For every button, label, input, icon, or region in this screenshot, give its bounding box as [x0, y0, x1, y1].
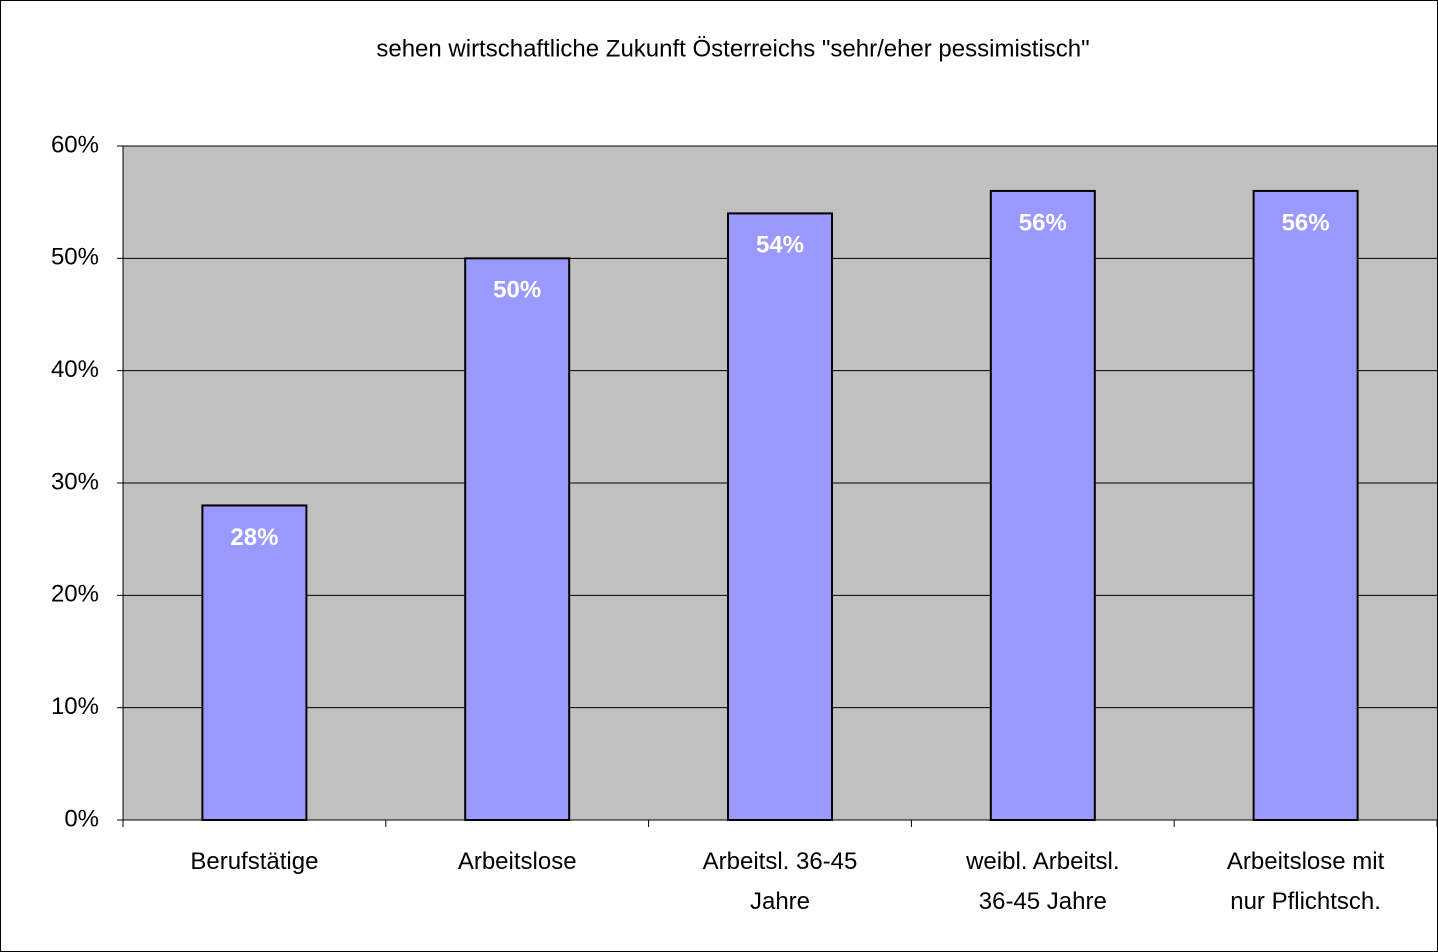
- value-label: 54%: [756, 232, 804, 259]
- bar: [989, 189, 1096, 821]
- bar: [464, 257, 571, 822]
- bar: [1252, 189, 1359, 821]
- y-tick-label: 60%: [51, 131, 99, 158]
- value-label: 50%: [493, 277, 541, 304]
- y-tick-label: 50%: [51, 244, 99, 271]
- value-label: 56%: [1282, 209, 1330, 236]
- y-tick-label: 10%: [51, 693, 99, 720]
- bar: [727, 212, 833, 821]
- bar: [201, 504, 308, 821]
- x-tick-label: Arbeitslose: [457, 848, 577, 875]
- x-tick-label: Arbeitslose mit nur Pflichtsch.: [1226, 848, 1385, 915]
- x-tick-label: weibl. Arbeitsl. 36-45 Jahre: [966, 848, 1120, 915]
- y-tick-label: 20%: [51, 581, 99, 608]
- value-label: 28%: [230, 524, 278, 551]
- y-tick-label: 30%: [51, 468, 99, 495]
- x-tick-label: Arbeitsl. 36-45 Jahre: [702, 848, 858, 915]
- y-tick-label: 40%: [51, 356, 99, 383]
- y-tick-label: 0%: [64, 805, 99, 832]
- chart-title: sehen wirtschaftliche Zukunft Österreich…: [376, 35, 1089, 62]
- value-label: 56%: [1019, 209, 1067, 236]
- x-tick-label: Berufstätige: [190, 848, 319, 875]
